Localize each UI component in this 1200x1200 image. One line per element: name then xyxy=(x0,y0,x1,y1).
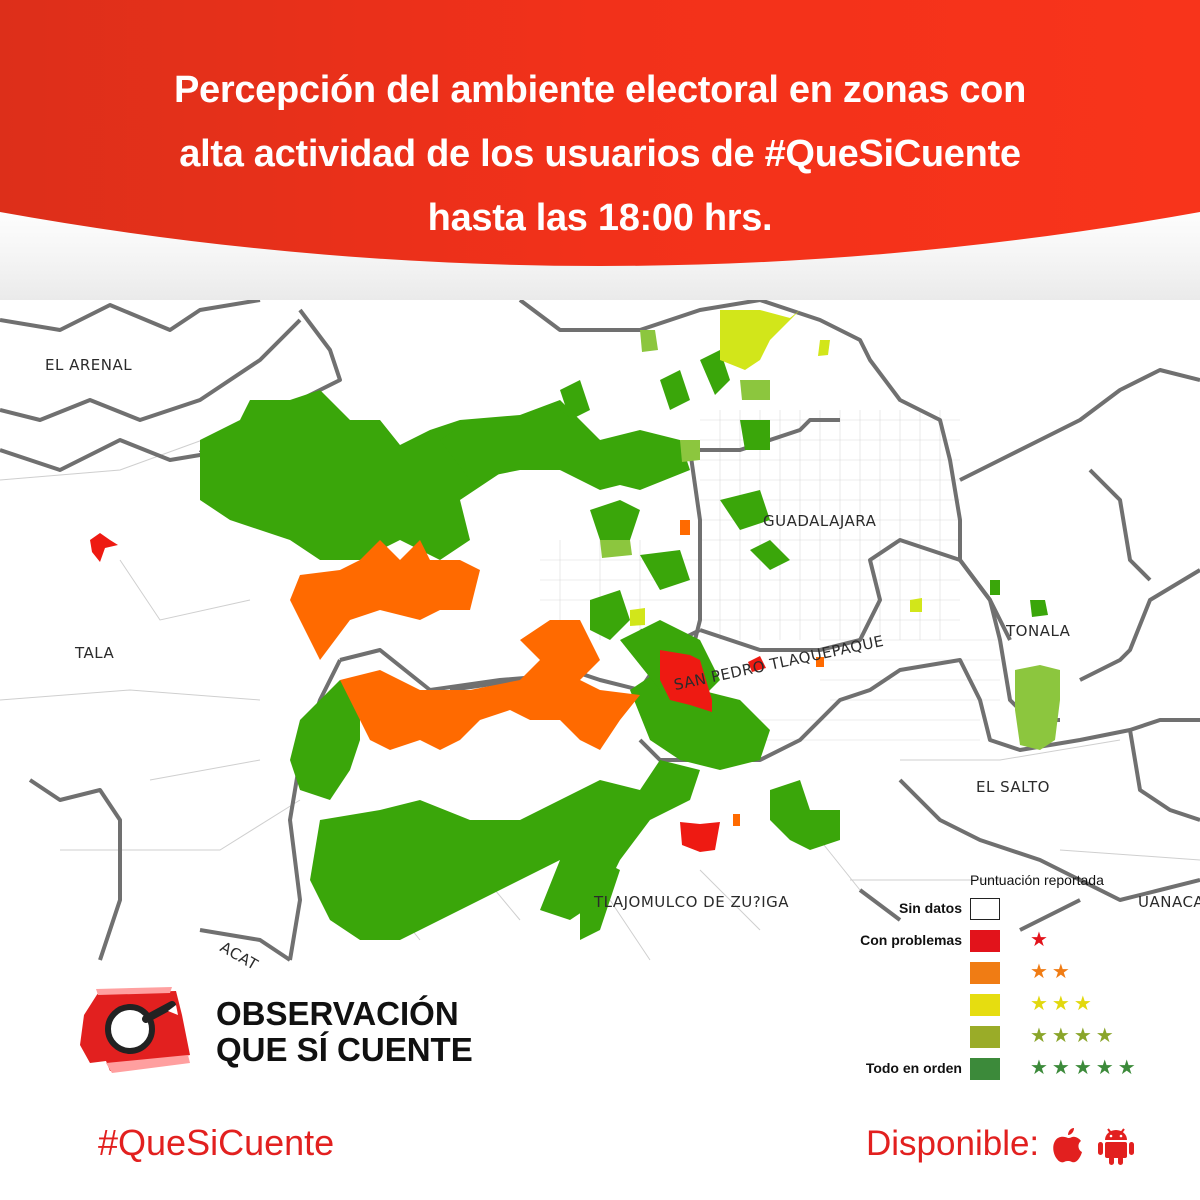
region-two-stars xyxy=(290,520,824,826)
legend-item-four-stars: ★★★★ xyxy=(800,1023,1200,1048)
legend-item-three-stars: ★★★ xyxy=(800,991,1200,1016)
legend-swatch xyxy=(970,1026,1000,1048)
android-icon[interactable] xyxy=(1098,1126,1134,1166)
star-icon: ★★★★★ xyxy=(1030,1055,1140,1079)
legend-item-sin-datos: Sin datos xyxy=(800,898,1200,920)
title-line-1: Percepción del ambiente electoral en zon… xyxy=(173,69,1027,111)
star-icon: ★★ xyxy=(1030,959,1074,983)
choropleth-map xyxy=(0,300,1200,970)
legend-title: Puntuación reportada xyxy=(970,872,1104,888)
region-good xyxy=(200,350,1048,940)
legend-swatch xyxy=(970,962,1000,984)
star-icon: ★ xyxy=(1030,927,1052,951)
legend-label: Sin datos xyxy=(898,900,962,916)
map-label-el-arenal: EL ARENAL xyxy=(45,356,133,374)
legend-item-two-stars: ★★ xyxy=(800,959,1200,984)
region-four-stars xyxy=(600,330,1060,750)
page-title: Percepción del ambiente electoral en zon… xyxy=(80,58,1120,250)
map-label-tala: TALA xyxy=(75,644,115,662)
legend-label: Todo en orden xyxy=(865,1060,962,1076)
map-label-tonala: TONALA xyxy=(1006,622,1071,640)
map-label-juanacatlan: UANACA xyxy=(1138,893,1200,911)
map-label-guadalajara: GUADALAJARA xyxy=(763,512,877,530)
legend-swatch xyxy=(970,994,1000,1016)
star-icon: ★★★ xyxy=(1030,991,1096,1015)
map-label-el-salto: EL SALTO xyxy=(976,778,1050,796)
legend-item-todo-en-orden: Todo en orden ★★★★★ xyxy=(800,1055,1200,1080)
brand-line-1: OBSERVACIÓN xyxy=(216,995,459,1032)
legend-item-con-problemas: Con problemas ★ xyxy=(800,927,1200,952)
available-label: Disponible: xyxy=(866,1124,1040,1163)
star-icon: ★★★★ xyxy=(1030,1023,1118,1047)
legend-swatch xyxy=(970,1058,1000,1080)
map-label-tlajomulco: TLAJOMULCO DE ZU?IGA xyxy=(594,893,790,911)
brand-logo-icon xyxy=(80,987,190,1073)
legend-swatch xyxy=(970,930,1000,952)
legend-label: Con problemas xyxy=(860,932,962,948)
legend-swatch xyxy=(970,898,1000,920)
hashtag: #QueSiCuente xyxy=(98,1122,335,1163)
brand-name: OBSERVACIÓN QUE SÍ CUENTE xyxy=(216,996,473,1068)
municipal-boundaries xyxy=(0,300,1200,962)
brand-line-2: QUE SÍ CUENTE xyxy=(216,1031,473,1068)
region-three-stars xyxy=(630,310,922,626)
title-line-3: hasta las 18:00 hrs. xyxy=(427,197,773,239)
header-banner xyxy=(0,0,1200,300)
region-problems xyxy=(90,533,766,852)
title-line-2: alta actividad de los usuarios de #QueSi… xyxy=(179,133,1021,175)
apple-icon[interactable] xyxy=(1050,1126,1086,1164)
